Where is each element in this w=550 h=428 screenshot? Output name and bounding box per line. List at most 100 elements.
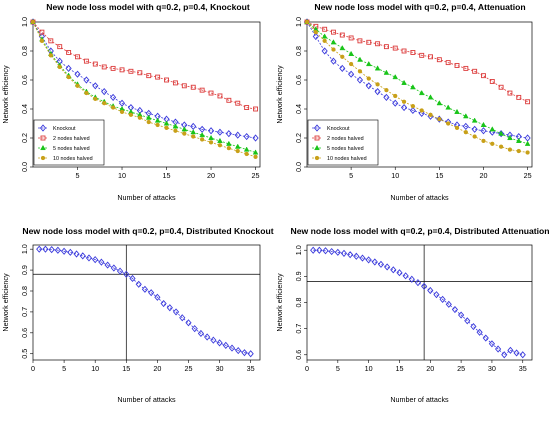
data-point-0 [30, 19, 36, 25]
data-point-1 [312, 32, 319, 41]
data-point-7 [365, 60, 372, 67]
data-point-27 [204, 333, 211, 341]
chart-title: New node loss model with q=0.2, p=0.4, D… [291, 226, 550, 236]
series-line [313, 249, 523, 356]
y-tick-label: 1.0 [20, 244, 29, 254]
data-point-10 [98, 258, 105, 266]
data-point-0 [36, 245, 43, 253]
data-point-8 [85, 254, 93, 262]
x-tick-label: 5 [76, 171, 80, 180]
data-point-12 [137, 115, 142, 120]
data-point-22 [226, 146, 231, 151]
data-point-33 [513, 349, 520, 357]
data-point-23 [235, 148, 240, 154]
legend-label: 10 nodes halved [327, 156, 367, 162]
data-point-2 [48, 53, 53, 58]
data-point-2 [321, 47, 328, 55]
y-tick-label: 0.7 [294, 324, 303, 334]
data-point-4 [334, 248, 341, 256]
chart-title: New node loss model with q=0.2, p=0.4, K… [46, 2, 250, 12]
data-point-15 [163, 120, 170, 126]
data-point-1 [39, 29, 45, 35]
legend-box [307, 119, 379, 166]
data-point-9 [384, 88, 389, 93]
data-point-1 [313, 30, 318, 35]
data-point-4 [339, 64, 346, 72]
data-point-19 [472, 68, 478, 74]
chart-title: New node loss model with q=0.2, p=0.4, D… [22, 226, 273, 236]
data-point-2 [48, 246, 55, 254]
legend-label: 5 nodes halved [53, 146, 90, 152]
data-point-19 [471, 125, 478, 133]
y-tick-label: 0.6 [20, 75, 29, 85]
data-point-11 [104, 261, 111, 269]
data-point-15 [164, 77, 169, 83]
data-point-21 [489, 126, 496, 132]
data-point-21 [489, 78, 495, 84]
data-point-21 [217, 137, 223, 143]
data-point-23 [507, 134, 513, 141]
data-point-2 [322, 247, 329, 255]
series-3 [304, 18, 531, 146]
legend-label: Knockout [327, 126, 350, 132]
data-point-10 [393, 93, 398, 99]
data-point-6 [73, 250, 80, 258]
y-tick-label: 0.2 [294, 133, 303, 143]
data-point-4 [339, 32, 345, 38]
y-tick-label: 0.8 [294, 46, 303, 56]
data-point-25 [253, 154, 258, 160]
data-point-7 [92, 82, 99, 90]
data-point-20 [160, 299, 167, 308]
data-point-4 [339, 44, 346, 51]
legend-label: Knockout [53, 126, 76, 132]
x-tick-label: 30 [216, 364, 224, 373]
data-point-15 [402, 272, 409, 280]
legend: Knockout 2 nodes halved 5 nodes halved 10 n… [33, 119, 105, 166]
data-point-15 [129, 274, 136, 283]
data-point-19 [199, 87, 205, 93]
data-point-17 [181, 126, 188, 132]
x-tick-label: 15 [163, 171, 171, 180]
y-tick-label: 0.8 [20, 46, 29, 56]
data-point-16 [446, 121, 451, 126]
legend: Knockout 2 nodes halved 5 nodes halved 10 n… [307, 119, 379, 166]
data-point-4 [66, 50, 72, 55]
data-point-legend-1 [314, 135, 320, 141]
data-point-18 [462, 122, 469, 130]
x-tick-label: 15 [122, 364, 130, 373]
data-point-13 [418, 89, 425, 96]
chart-panel-1: New node loss model with q=0.2, p=0.4, K… [1, 2, 261, 202]
data-point-13 [146, 73, 152, 79]
data-point-24 [243, 146, 250, 152]
data-point-18 [463, 65, 469, 71]
plot-frame [306, 244, 533, 361]
x-axis-label: Number of attacks [117, 193, 176, 202]
chart-panel-2: New node loss model with q=0.2, p=0.4, A… [275, 2, 533, 202]
data-point-3 [328, 247, 335, 256]
data-point-21 [216, 128, 224, 136]
data-point-13 [418, 109, 425, 117]
data-point-14 [154, 117, 161, 123]
data-point-9 [110, 65, 116, 71]
x-axis-label: Number of attacks [390, 395, 449, 404]
data-point-8 [374, 65, 381, 71]
y-tick-label: 1.0 [20, 17, 29, 27]
data-point-3 [57, 64, 62, 70]
data-point-17 [454, 108, 460, 114]
data-point-20 [480, 121, 487, 127]
data-point-14 [428, 54, 433, 60]
data-point-8 [374, 88, 381, 96]
data-point-27 [476, 328, 483, 336]
data-point-22 [226, 97, 232, 103]
data-point-32 [235, 347, 242, 355]
data-point-3 [54, 246, 61, 254]
data-point-7 [353, 252, 360, 260]
data-point-20 [481, 73, 486, 79]
data-point-25 [525, 99, 531, 105]
data-point-6 [357, 56, 363, 62]
series-line [306, 21, 528, 103]
data-point-legend-3 [40, 155, 46, 161]
x-tick-label: 0 [31, 364, 35, 373]
data-point-34 [519, 351, 526, 359]
